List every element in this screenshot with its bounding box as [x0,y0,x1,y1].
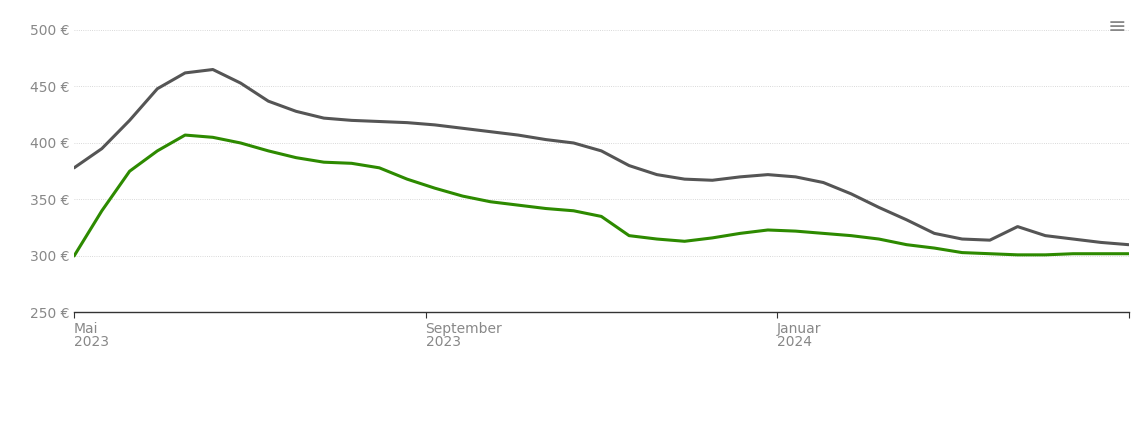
Text: Mai: Mai [74,322,98,335]
Text: ≡: ≡ [1108,17,1126,37]
Text: 2024: 2024 [777,335,812,349]
Text: 2023: 2023 [425,335,461,349]
Text: 2023: 2023 [74,335,109,349]
Text: September: September [425,322,503,335]
Text: Januar: Januar [777,322,822,335]
Legend: lose Ware, Sackware: lose Ware, Sackware [479,433,724,434]
